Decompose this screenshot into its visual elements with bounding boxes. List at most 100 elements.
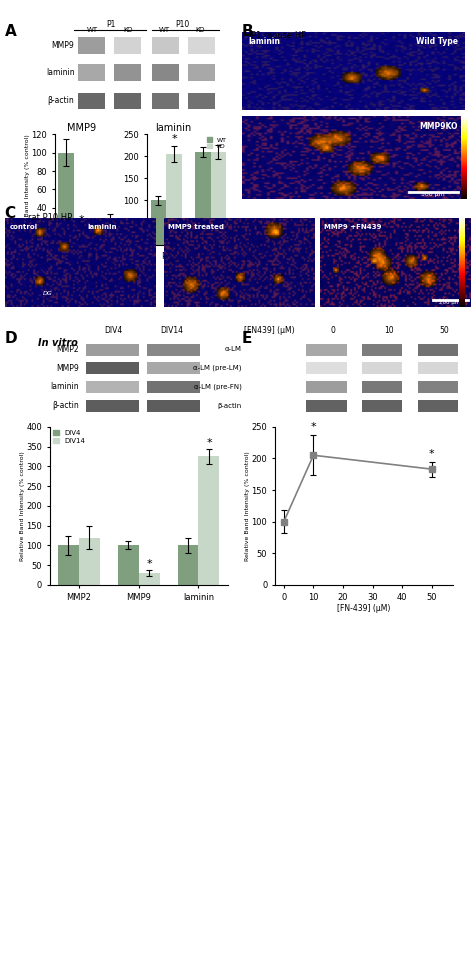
Bar [307, 381, 346, 393]
Bar [114, 37, 141, 54]
Bar [86, 400, 139, 412]
Text: Wild Type: Wild Type [416, 37, 458, 46]
Bar [362, 381, 402, 393]
Text: *: * [171, 134, 177, 144]
Bar [86, 381, 139, 393]
Text: MMP9 treated: MMP9 treated [168, 224, 224, 230]
Bar [362, 400, 402, 412]
Text: α-LM (pre-FN): α-LM (pre-FN) [194, 384, 242, 390]
Y-axis label: Relative Band Intensity (% control): Relative Band Intensity (% control) [245, 451, 250, 561]
Text: MMP9: MMP9 [56, 363, 79, 373]
Bar [138, 573, 160, 585]
Bar [152, 64, 179, 81]
Bar [147, 363, 200, 374]
Bar [418, 381, 458, 393]
Bar [152, 92, 179, 109]
Text: rat P10 HP: rat P10 HP [28, 213, 73, 222]
Text: MMP9KO: MMP9KO [419, 122, 458, 130]
Bar [418, 363, 458, 374]
Legend: WT, KO: WT, KO [207, 137, 227, 150]
Y-axis label: Relative Band Intensity (% control): Relative Band Intensity (% control) [20, 451, 25, 561]
Text: 10: 10 [384, 326, 394, 335]
Text: D: D [5, 331, 18, 346]
Text: *: * [146, 559, 152, 569]
Bar [74, 235, 89, 245]
Text: [FN439] (μM): [FN439] (μM) [244, 326, 295, 335]
Text: A: A [5, 24, 17, 39]
Text: E: E [242, 331, 252, 346]
Text: laminin: laminin [88, 224, 117, 230]
Bar [307, 400, 346, 412]
Text: β-actin: β-actin [52, 401, 79, 410]
Bar [210, 152, 226, 245]
Text: 0: 0 [331, 326, 336, 335]
Bar [195, 152, 210, 245]
Bar [166, 154, 182, 245]
Legend: DIV4, DIV14: DIV4, DIV14 [53, 431, 85, 444]
Text: DG: DG [43, 292, 52, 296]
Bar [307, 363, 346, 374]
Text: 50: 50 [440, 326, 449, 335]
Text: MMP2: MMP2 [56, 345, 79, 354]
Y-axis label: Relative Band Intensity (% control): Relative Band Intensity (% control) [25, 134, 30, 245]
Text: P1: P1 [106, 20, 115, 30]
Text: B: B [242, 24, 254, 39]
Text: P1 mouse HP: P1 mouse HP [251, 31, 307, 39]
Text: C: C [5, 206, 16, 222]
Bar [114, 64, 141, 81]
Bar [79, 537, 100, 585]
Bar [307, 343, 346, 356]
Bar [418, 343, 458, 356]
Bar [151, 200, 166, 245]
Text: 500 μm: 500 μm [421, 192, 445, 197]
Bar [188, 37, 215, 54]
Text: KO: KO [196, 27, 205, 33]
Bar [362, 343, 402, 356]
Bar [86, 343, 139, 356]
X-axis label: [FN-439] (μM): [FN-439] (μM) [337, 604, 391, 614]
Text: *: * [79, 215, 84, 225]
Text: DIV4: DIV4 [105, 326, 123, 336]
Text: α-LM (pre-LM): α-LM (pre-LM) [193, 364, 242, 371]
Bar [418, 400, 458, 412]
Bar [58, 546, 79, 585]
Text: MMP9: MMP9 [67, 124, 96, 133]
Bar [152, 37, 179, 54]
Bar [147, 381, 200, 393]
Bar [118, 546, 138, 585]
Bar [78, 37, 105, 54]
Text: β-actin: β-actin [218, 403, 242, 409]
Text: α-LM: α-LM [225, 346, 242, 352]
Text: MMP9: MMP9 [52, 41, 74, 50]
Text: *: * [429, 449, 435, 459]
Bar [178, 546, 199, 585]
Text: 200 μm: 200 μm [439, 300, 460, 305]
Text: control: control [9, 224, 37, 230]
Bar [199, 456, 219, 585]
Text: KO: KO [124, 27, 133, 33]
Text: WT: WT [159, 27, 170, 33]
Bar [103, 222, 118, 245]
Text: laminin: laminin [155, 124, 191, 133]
Bar [118, 237, 134, 245]
Text: *: * [206, 438, 212, 448]
Bar [78, 92, 105, 109]
Text: β-actin: β-actin [48, 97, 74, 105]
Text: P10: P10 [175, 20, 190, 30]
Bar [58, 152, 74, 245]
Text: *: * [310, 423, 316, 433]
Bar [78, 64, 105, 81]
Text: MMP9 +FN439: MMP9 +FN439 [325, 224, 382, 230]
Bar [86, 363, 139, 374]
Text: WT: WT [87, 27, 98, 33]
Bar [114, 92, 141, 109]
Bar [147, 400, 200, 412]
Text: laminin: laminin [46, 68, 74, 77]
Text: DIV14: DIV14 [160, 326, 183, 336]
Bar [188, 64, 215, 81]
Bar [147, 343, 200, 356]
Text: laminin: laminin [248, 37, 281, 46]
Text: In vitro: In vitro [38, 338, 78, 347]
Text: laminin: laminin [50, 383, 79, 391]
Bar [362, 363, 402, 374]
